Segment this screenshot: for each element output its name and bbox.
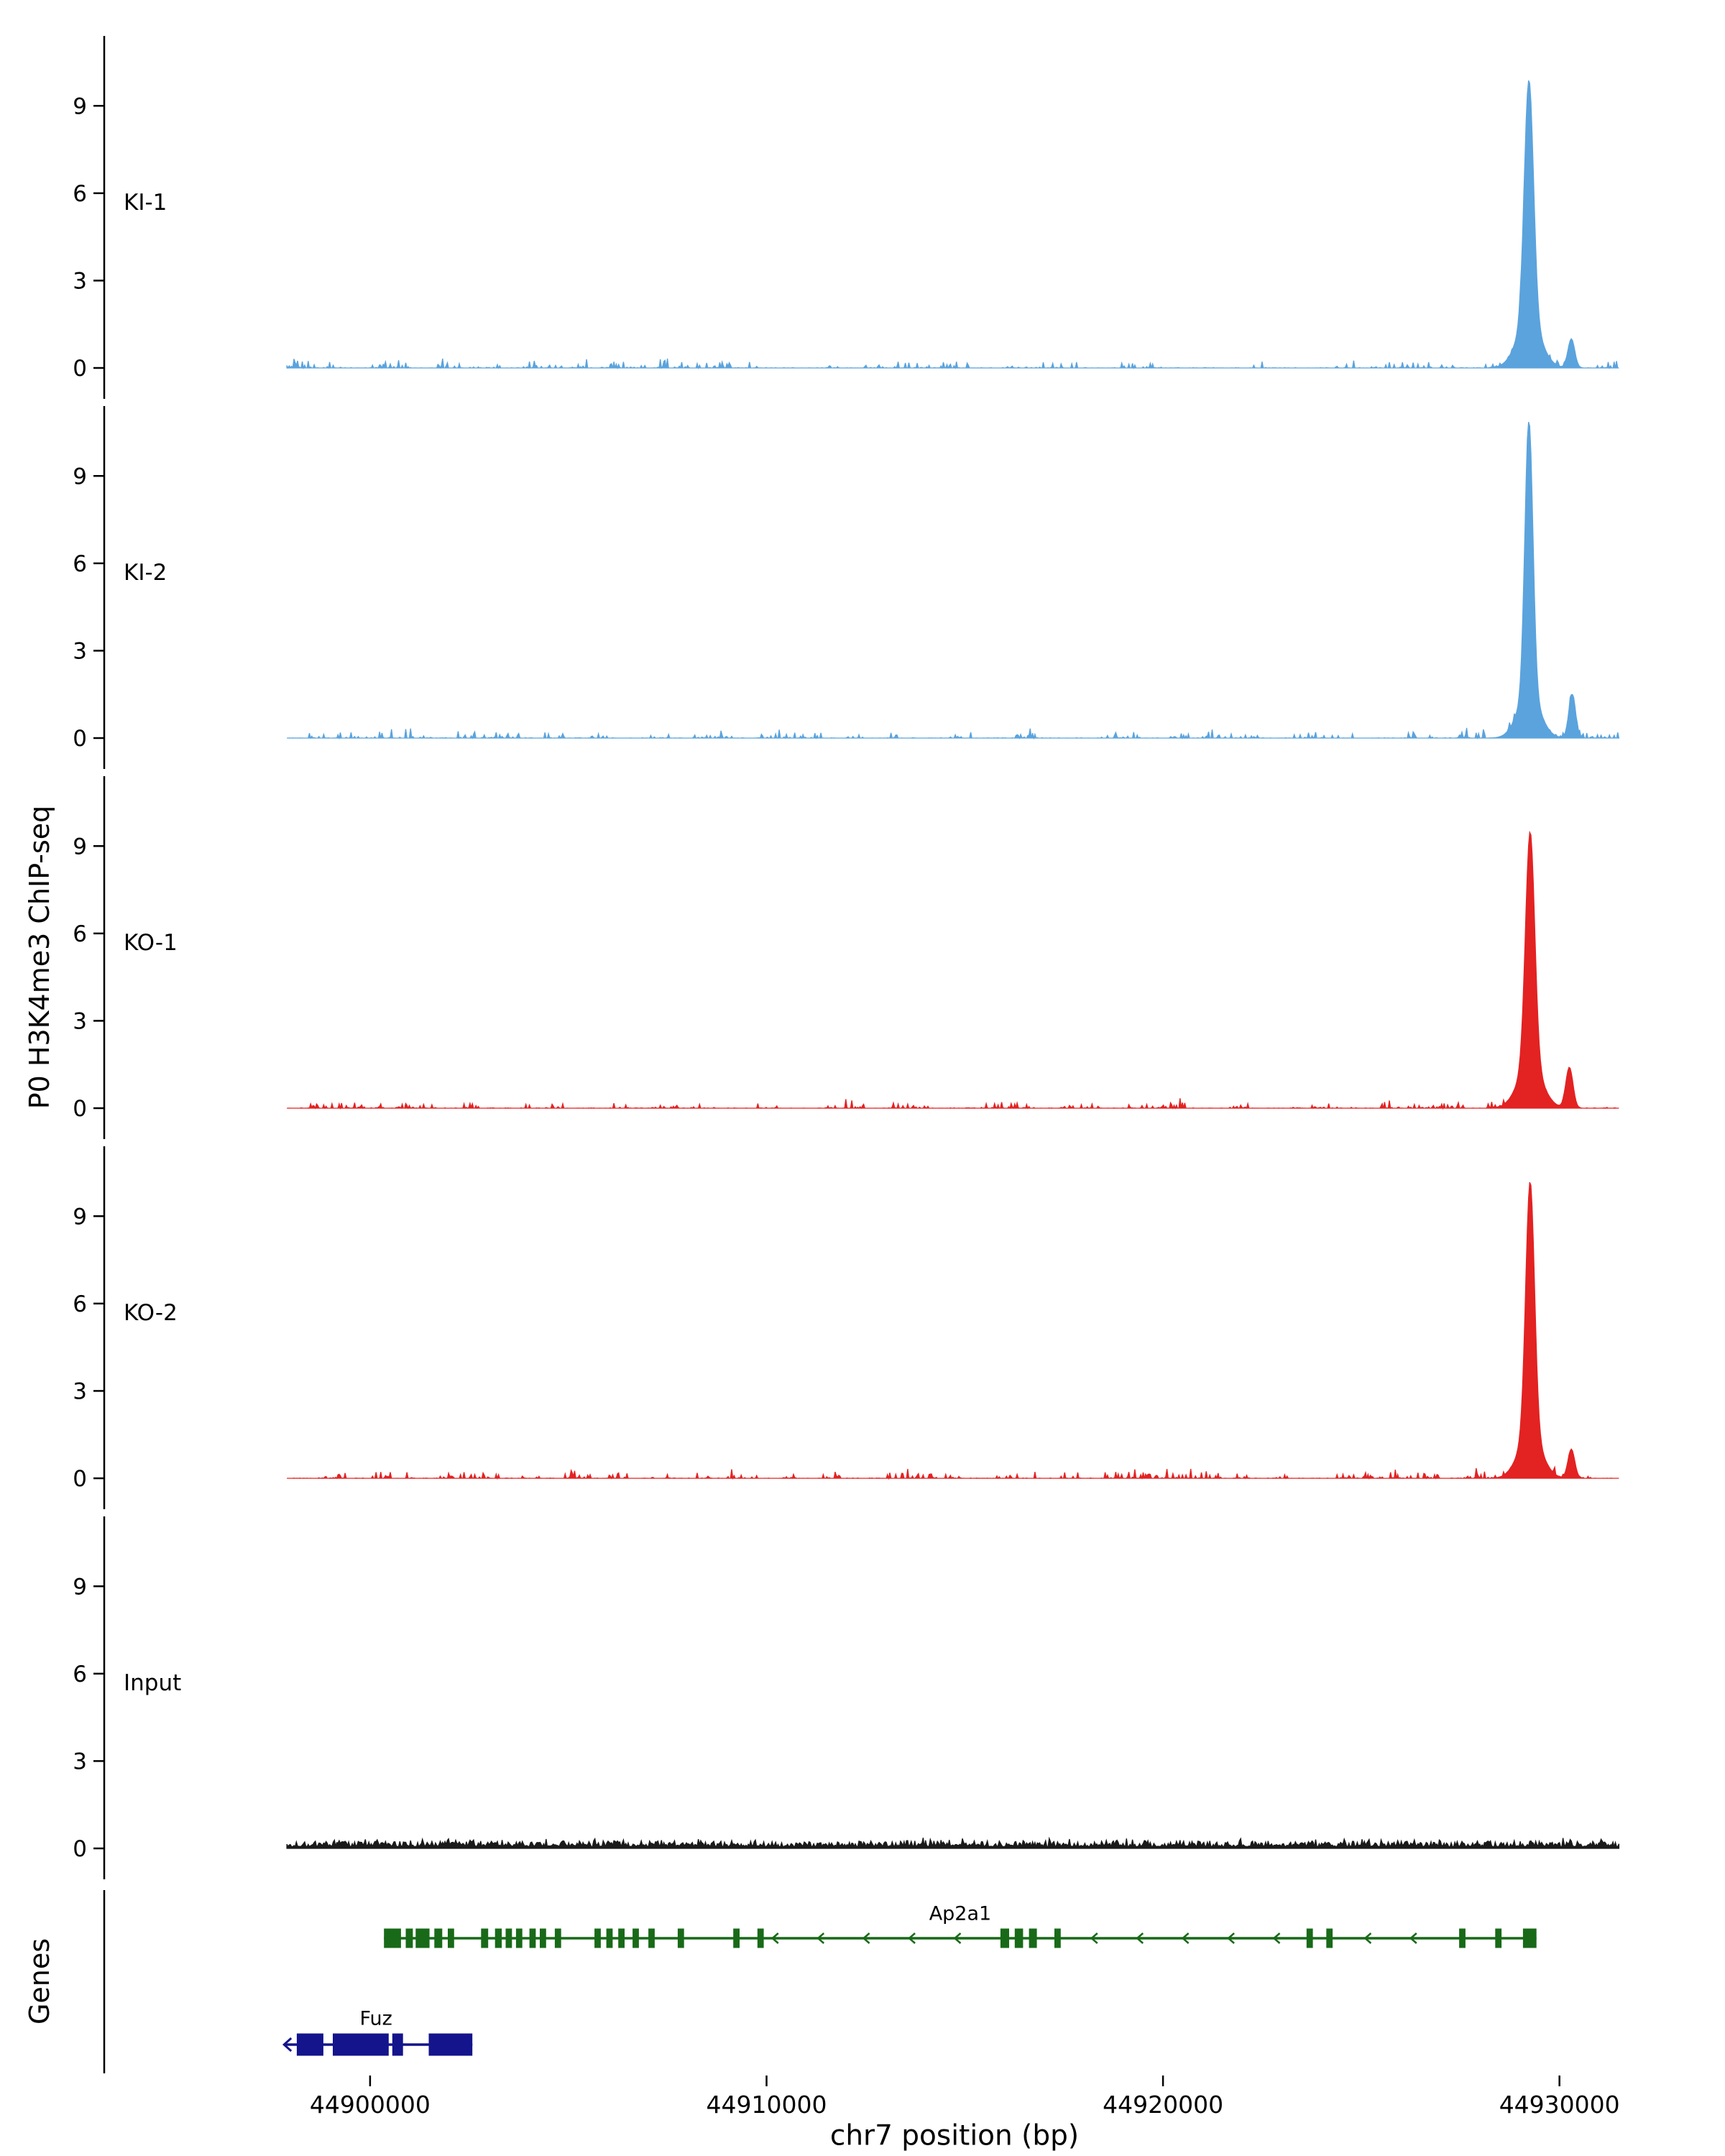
- strand-arrow-icon: [1409, 1932, 1417, 1944]
- y-tick-label: 9: [73, 1574, 87, 1600]
- strand-arrow-icon: [953, 1932, 962, 1944]
- y-tick-label: 9: [73, 93, 87, 119]
- gene-exon: [540, 1928, 546, 1948]
- gene-exon: [606, 1928, 613, 1948]
- y-tick-label: 0: [73, 1096, 87, 1122]
- track-label-input: Input: [124, 1670, 181, 1696]
- gene-exon: [1326, 1928, 1333, 1948]
- y-tick-label: 6: [73, 551, 87, 577]
- gene-exon: [428, 2033, 473, 2056]
- gene-exon: [515, 1928, 523, 1948]
- gene-exon: [1054, 1928, 1061, 1948]
- strand-arrow-icon: [1090, 1932, 1098, 1944]
- gene-exon: [1029, 1928, 1037, 1948]
- strand-arrow-icon: [862, 1932, 870, 1944]
- gene-exon: [481, 1928, 489, 1948]
- x-axis-title: chr7 position (bp): [829, 2119, 1080, 2152]
- y-tick-label: 3: [73, 1378, 87, 1404]
- strand-arrow-icon: [1181, 1932, 1190, 1944]
- gene-exon: [594, 1928, 601, 1948]
- gene-label-fuz: Fuz: [360, 2008, 392, 2030]
- y-tick-label: 6: [73, 1291, 87, 1317]
- gene-exon: [1459, 1928, 1466, 1948]
- x-tick-label: 44930000: [1499, 2091, 1620, 2119]
- gene-exon: [405, 1928, 413, 1948]
- gene-exon: [392, 2033, 403, 2056]
- genes-axis-label: Genes: [24, 1938, 55, 2025]
- y-tick-label: 0: [73, 726, 87, 752]
- track-label-ki-1: KI-1: [124, 190, 167, 216]
- y-tick-label: 0: [73, 1466, 87, 1492]
- gene-exon: [1306, 1928, 1313, 1948]
- y-tick-label: 3: [73, 1749, 87, 1774]
- gene-exon: [1495, 1928, 1502, 1948]
- gene-exon: [529, 1928, 536, 1948]
- y-tick-label: 6: [73, 921, 87, 947]
- gene-exon: [618, 1928, 625, 1948]
- y-tick-label: 6: [73, 181, 87, 207]
- gene-exon: [333, 2033, 389, 2056]
- y-tick-label: 0: [73, 1836, 87, 1862]
- y-tick-label: 9: [73, 464, 87, 489]
- gene-exon: [677, 1928, 684, 1948]
- gene-label-ap2a1: Ap2a1: [929, 1903, 992, 1925]
- gene-exon: [494, 1928, 502, 1948]
- signal-area-ki-1: [286, 80, 1619, 370]
- gene-exon: [554, 1928, 561, 1948]
- y-axis-label: P0 H3K4me3 ChIP-seq: [24, 805, 55, 1110]
- strand-arrow-icon: [770, 1932, 779, 1944]
- track-label-ko-1: KO-1: [124, 930, 178, 956]
- signal-area-ko-2: [287, 1181, 1619, 1480]
- y-tick-label: 0: [73, 356, 87, 382]
- gene-exon: [757, 1928, 764, 1948]
- gene-exon: [1522, 1928, 1537, 1948]
- y-tick-label: 3: [73, 268, 87, 294]
- strand-arrow-icon: [908, 1932, 916, 1944]
- y-tick-label: 6: [73, 1662, 87, 1687]
- gene-exon: [384, 1928, 401, 1948]
- y-tick-label: 3: [73, 1008, 87, 1034]
- strand-arrow-icon: [1363, 1932, 1372, 1944]
- gene-exon: [733, 1928, 740, 1948]
- strand-arrow-icon: [1227, 1932, 1235, 1944]
- signal-area-input: [286, 1836, 1620, 1849]
- x-tick-label: 44920000: [1103, 2091, 1223, 2119]
- gene-exon: [434, 1928, 443, 1948]
- gene-exon: [296, 2033, 323, 2056]
- track-label-ki-2: KI-2: [124, 560, 167, 586]
- y-tick-label: 9: [73, 1204, 87, 1230]
- y-tick-label: 3: [73, 638, 87, 664]
- x-tick-label: 44900000: [310, 2091, 431, 2119]
- track-label-ko-2: KO-2: [124, 1300, 178, 1326]
- strand-arrow-icon: [1136, 1932, 1144, 1944]
- signal-area-ki-2: [287, 422, 1620, 740]
- gene-exon: [1014, 1928, 1024, 1948]
- x-tick-label: 44910000: [707, 2091, 827, 2119]
- signal-area-ko-1: [287, 830, 1619, 1110]
- gene-exon: [505, 1928, 512, 1948]
- gene-exon: [648, 1928, 655, 1948]
- gene-tip-arrow-icon: [282, 2037, 293, 2053]
- gene-exon: [448, 1928, 454, 1948]
- gene-exon: [1000, 1928, 1009, 1948]
- y-tick-label: 9: [73, 834, 87, 860]
- strand-arrow-icon: [816, 1932, 825, 1944]
- gene-exon: [632, 1928, 639, 1948]
- strand-arrow-icon: [1272, 1932, 1281, 1944]
- gene-exon: [415, 1928, 430, 1948]
